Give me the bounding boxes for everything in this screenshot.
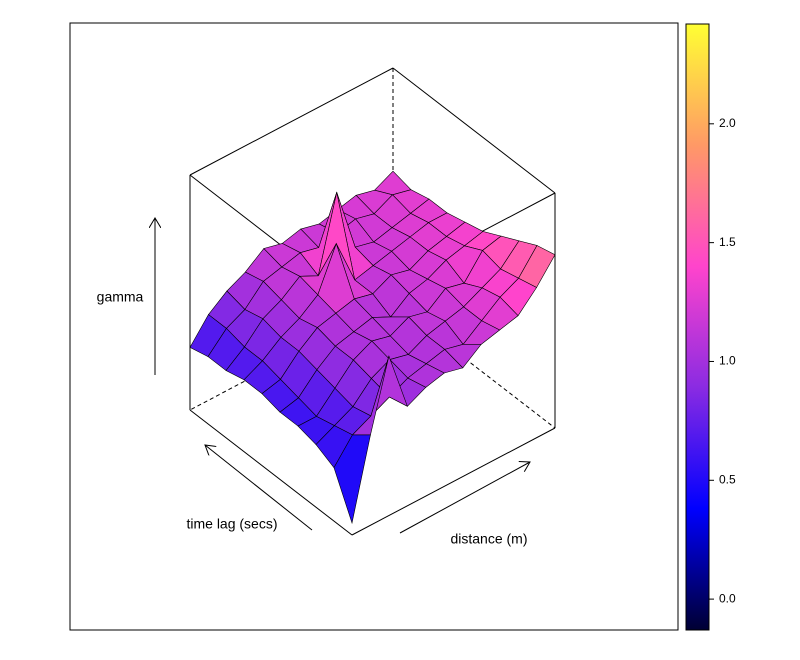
surface-facet [333,434,371,525]
box-edge [189,409,353,536]
colorbar-tick-label: 1.0 [719,354,736,368]
colorbar-tick-label: 0.5 [719,472,736,486]
colorbar-tick-label: 0.0 [719,591,736,605]
y-arrow [205,445,313,531]
box-edge [189,67,394,176]
x-axis-label: distance (m) [450,531,527,547]
colorbar [685,23,710,631]
z-axis-label: gamma [97,289,144,305]
plot-frame [69,22,679,631]
box-edge [351,427,556,536]
box-edge [392,67,556,194]
y-axis-label: time lag (secs) [186,516,277,532]
colorbar-tick-label: 1.5 [719,235,736,249]
x-arrow [399,462,530,534]
box-edge [392,302,556,429]
colorbar-tick-label: 2.0 [719,116,736,130]
